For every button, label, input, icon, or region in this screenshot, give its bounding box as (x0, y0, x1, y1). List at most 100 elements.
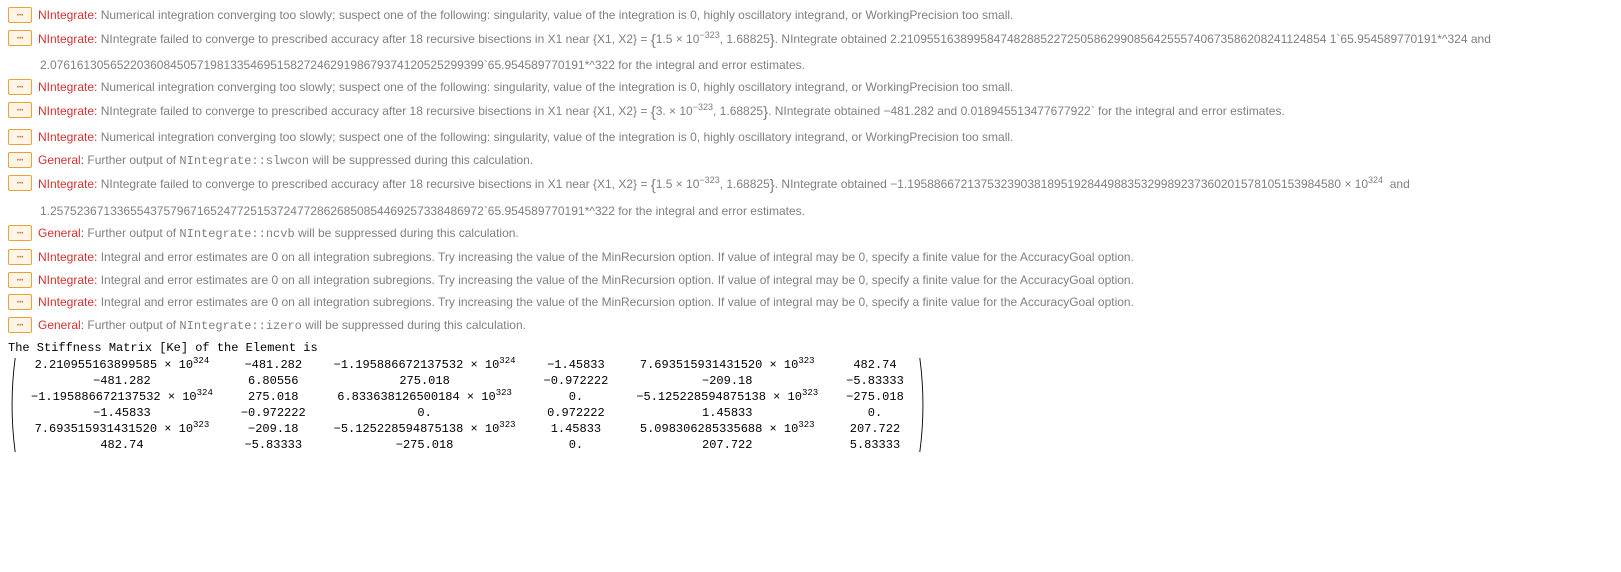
matrix-cell: −1.45833 (530, 357, 623, 373)
message-body: NIntegrate: Integral and error estimates… (38, 248, 1613, 267)
message-opener-icon[interactable]: ⋯ (8, 152, 32, 168)
message-tag: General: (38, 153, 87, 167)
message-tag: NIntegrate: (38, 273, 101, 287)
matrix-cell: 1.45833 (530, 421, 623, 437)
table-row: −1.195886672137532 × 10324275.0186.83363… (17, 389, 918, 405)
message-row: ⋯ NIntegrate: Integral and error estimate… (8, 271, 1613, 290)
message-text: NIntegrate failed to converge to prescri… (101, 104, 1285, 118)
matrix-cell: −481.282 (17, 373, 227, 389)
matrix-cell: −5.83333 (832, 373, 918, 389)
message-text: Integral and error estimates are 0 on al… (101, 295, 1134, 309)
message-opener-icon[interactable]: ⋯ (8, 30, 32, 46)
message-tag: General: (38, 226, 87, 240)
matrix-cell: 7.693515931431520 × 10323 (622, 357, 832, 373)
message-row: ⋯ NIntegrate: NIntegrate failed to conver… (8, 101, 1613, 124)
table-row: −481.2826.80556275.018−0.972222−209.18−5… (17, 373, 918, 389)
message-body: NIntegrate: Integral and error estimates… (38, 293, 1613, 312)
message-opener-icon[interactable]: ⋯ (8, 294, 32, 310)
message-body: General: Further output of NIntegrate::i… (38, 316, 1613, 336)
message-tag: NIntegrate: (38, 8, 101, 22)
message-opener-icon[interactable]: ⋯ (8, 7, 32, 23)
matrix-cell: −0.972222 (530, 373, 623, 389)
matrix-cell: 6.833638126500184 × 10323 (320, 389, 530, 405)
message-text: Numerical integration converging too slo… (101, 130, 1014, 144)
message-tag: NIntegrate: (38, 80, 101, 94)
message-opener-icon[interactable]: ⋯ (8, 225, 32, 241)
message-body: NIntegrate: Integral and error estimates… (38, 271, 1613, 290)
matrix-cell: −5.125228594875138 × 10323 (622, 389, 832, 405)
message-text: Numerical integration converging too slo… (101, 80, 1014, 94)
message-row: ⋯ General: Further output of NIntegrate::… (8, 224, 1613, 244)
message-row: ⋯ NIntegrate: Integral and error estimate… (8, 248, 1613, 267)
matrix-cell: −275.018 (832, 389, 918, 405)
message-tag: General: (38, 318, 87, 332)
matrix-cell: 482.74 (832, 357, 918, 373)
message-row: ⋯ NIntegrate: NIntegrate failed to conver… (8, 174, 1613, 197)
stiffness-matrix: 2.210955163899585 × 10324−481.282−1.1958… (8, 357, 1613, 453)
matrix-cell: 275.018 (320, 373, 530, 389)
matrix-cell: −1.45833 (17, 405, 227, 421)
matrix-cell: 0. (832, 405, 918, 421)
message-row: ⋯ General: Further output of NIntegrate::… (8, 151, 1613, 171)
message-text: NIntegrate failed to converge to prescri… (101, 32, 1491, 46)
matrix-cell: −481.282 (227, 357, 320, 373)
left-paren-icon (8, 357, 17, 453)
message-list: ⋯ NIntegrate: Numerical integration conve… (8, 6, 1613, 335)
message-body: General: Further output of NIntegrate::n… (38, 224, 1613, 244)
message-row: ⋯ NIntegrate: Numerical integration conve… (8, 78, 1613, 97)
matrix-cell: 0. (530, 437, 623, 453)
matrix-cell: −209.18 (622, 373, 832, 389)
message-opener-icon[interactable]: ⋯ (8, 129, 32, 145)
message-opener-icon[interactable]: ⋯ (8, 249, 32, 265)
matrix-cell: −209.18 (227, 421, 320, 437)
message-continuation: 2.07616130565220360845057198133546951582… (40, 56, 1613, 75)
matrix-table: 2.210955163899585 × 10324−481.282−1.1958… (17, 357, 918, 453)
message-opener-icon[interactable]: ⋯ (8, 272, 32, 288)
message-row: ⋯ NIntegrate: Numerical integration conve… (8, 128, 1613, 147)
message-body: NIntegrate: Numerical integration conver… (38, 6, 1613, 25)
message-tag: NIntegrate: (38, 250, 101, 264)
right-paren-icon (918, 357, 927, 453)
message-tag: NIntegrate: (38, 295, 101, 309)
matrix-cell: 5.098306285335688 × 10323 (622, 421, 832, 437)
message-body: NIntegrate: Numerical integration conver… (38, 78, 1613, 97)
matrix-cell: 7.693515931431520 × 10323 (17, 421, 227, 437)
message-text: Further output of NIntegrate::slwcon wil… (87, 153, 533, 167)
message-body: NIntegrate: NIntegrate failed to converg… (38, 174, 1613, 197)
message-text: NIntegrate failed to converge to prescri… (101, 177, 1410, 191)
message-body: NIntegrate: Numerical integration conver… (38, 128, 1613, 147)
message-body: NIntegrate: NIntegrate failed to converg… (38, 101, 1613, 124)
message-opener-icon[interactable]: ⋯ (8, 102, 32, 118)
matrix-cell: 2.210955163899585 × 10324 (17, 357, 227, 373)
message-opener-icon[interactable]: ⋯ (8, 79, 32, 95)
matrix-cell: 207.722 (832, 421, 918, 437)
message-text: Further output of NIntegrate::izero will… (87, 318, 526, 332)
matrix-cell: −5.125228594875138 × 10323 (320, 421, 530, 437)
message-row: ⋯ NIntegrate: NIntegrate failed to conver… (8, 29, 1613, 52)
matrix-cell: 5.83333 (832, 437, 918, 453)
message-tag: NIntegrate: (38, 130, 101, 144)
matrix-cell: 0. (320, 405, 530, 421)
message-opener-icon[interactable]: ⋯ (8, 317, 32, 333)
matrix-cell: −1.195886672137532 × 10324 (17, 389, 227, 405)
matrix-cell: 275.018 (227, 389, 320, 405)
matrix-cell: −275.018 (320, 437, 530, 453)
table-row: 482.74−5.83333−275.0180.207.7225.83333 (17, 437, 918, 453)
message-text: Integral and error estimates are 0 on al… (101, 250, 1134, 264)
message-tag: NIntegrate: (38, 32, 101, 46)
matrix-cell: 1.45833 (622, 405, 832, 421)
table-row: 7.693515931431520 × 10323−209.18−5.12522… (17, 421, 918, 437)
message-body: General: Further output of NIntegrate::s… (38, 151, 1613, 171)
message-row: ⋯ General: Further output of NIntegrate::… (8, 316, 1613, 336)
message-row: ⋯ NIntegrate: Numerical integration conve… (8, 6, 1613, 25)
message-text: Integral and error estimates are 0 on al… (101, 273, 1134, 287)
message-tag: NIntegrate: (38, 104, 101, 118)
message-body: NIntegrate: NIntegrate failed to converg… (38, 29, 1613, 52)
matrix-cell: −1.195886672137532 × 10324 (320, 357, 530, 373)
matrix-cell: 0.972222 (530, 405, 623, 421)
message-opener-icon[interactable]: ⋯ (8, 175, 32, 191)
matrix-cell: 0. (530, 389, 623, 405)
message-tag: NIntegrate: (38, 177, 101, 191)
message-row: ⋯ NIntegrate: Integral and error estimate… (8, 293, 1613, 312)
matrix-cell: −0.972222 (227, 405, 320, 421)
